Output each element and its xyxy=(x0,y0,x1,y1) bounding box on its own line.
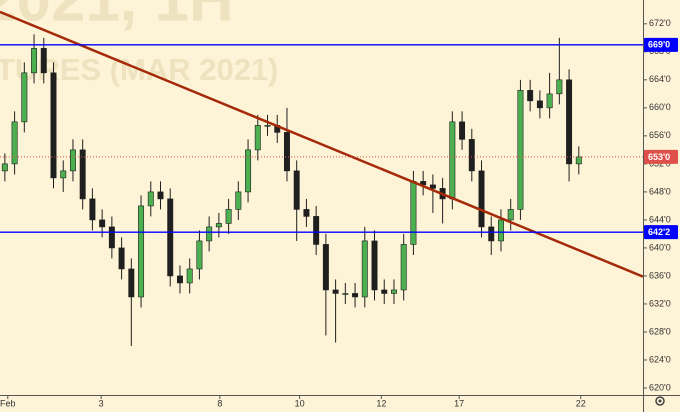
price-label-box xyxy=(644,225,678,240)
candle-body xyxy=(322,244,329,291)
candle-body xyxy=(138,205,145,298)
candle-body xyxy=(50,72,57,179)
candle-body xyxy=(488,226,495,242)
candle-body xyxy=(254,125,261,151)
candle-body xyxy=(449,121,456,200)
candle-body xyxy=(410,181,417,245)
price-label: 653'0 xyxy=(648,152,670,162)
x-tick-label: 10 xyxy=(295,398,305,408)
candle-body xyxy=(108,226,115,249)
y-tick-label: 624'0 xyxy=(649,354,671,364)
y-tick-label: 644'0 xyxy=(649,214,671,224)
candle-body xyxy=(1,163,8,172)
candle-body xyxy=(31,48,38,74)
y-tick-label: 672'0 xyxy=(649,18,671,28)
candle-body xyxy=(400,244,407,291)
candle-body xyxy=(536,100,543,109)
candle-body xyxy=(196,240,203,270)
x-tick-label: 8 xyxy=(217,398,222,408)
candle-body xyxy=(167,198,174,277)
candle-body xyxy=(371,240,378,291)
trend-line xyxy=(0,10,644,278)
y-tick-label: 620'0 xyxy=(649,382,671,392)
candle-body xyxy=(429,184,436,189)
plot-area xyxy=(0,10,644,346)
candle-body xyxy=(303,209,310,217)
candle-body xyxy=(507,209,514,221)
candle-body xyxy=(79,149,86,200)
candle-body xyxy=(157,191,164,200)
y-tick-label: 640'0 xyxy=(649,242,671,252)
candle-body xyxy=(390,289,397,294)
candle-body xyxy=(468,139,475,172)
price-label: 642'2 xyxy=(648,227,670,237)
candle-body xyxy=(342,293,349,295)
candle-body xyxy=(176,275,183,284)
candle-body xyxy=(293,170,300,210)
candle-body xyxy=(215,223,222,228)
y-tick-label: 656'0 xyxy=(649,130,671,140)
candle-body xyxy=(21,72,28,123)
x-tick-label: 12 xyxy=(376,398,386,408)
candle-body xyxy=(69,149,76,172)
y-tick-label: 660'0 xyxy=(649,102,671,112)
y-tick-label: 664'0 xyxy=(649,74,671,84)
candle-body xyxy=(60,170,67,179)
candle-body xyxy=(264,125,271,127)
candle-body xyxy=(575,156,582,165)
candle-body xyxy=(147,191,154,207)
candle-body xyxy=(332,289,339,294)
y-tick-label: 632'0 xyxy=(649,298,671,308)
price-label-box xyxy=(644,149,678,164)
candle-body xyxy=(478,170,485,228)
candle-body xyxy=(352,293,359,298)
candle-body xyxy=(313,216,320,245)
candle-body xyxy=(235,191,242,210)
y-tick-label: 648'0 xyxy=(649,186,671,196)
candle-body xyxy=(225,209,232,224)
candle-body xyxy=(40,48,47,74)
watermark: 2021, 1H xyxy=(0,0,234,34)
settings-icon[interactable] xyxy=(655,396,665,406)
candle-body xyxy=(89,198,96,221)
candle-body xyxy=(206,226,213,242)
candle-body xyxy=(283,132,290,172)
x-tick-label: 3 xyxy=(99,398,104,408)
x-tick-label: 22 xyxy=(576,398,586,408)
candle-body xyxy=(11,121,18,165)
candle-body xyxy=(361,240,368,298)
candle-body xyxy=(118,247,125,270)
candle-body xyxy=(566,79,573,165)
price-label-box xyxy=(644,37,678,52)
candle-body xyxy=(186,268,193,284)
candle-body xyxy=(245,149,252,193)
candle-body xyxy=(99,219,106,228)
candle-body xyxy=(498,219,504,242)
y-tick-label: 636'0 xyxy=(649,270,671,280)
candle-body xyxy=(546,93,553,109)
price-label: 669'0 xyxy=(648,40,670,50)
x-tick-label: Feb xyxy=(0,398,16,408)
candle-body xyxy=(381,289,388,294)
candle-body xyxy=(459,121,466,140)
candle-body xyxy=(556,79,563,95)
x-tick-label: 17 xyxy=(454,398,464,408)
candle-body xyxy=(517,90,524,210)
candle-body xyxy=(128,268,135,298)
y-tick-label: 628'0 xyxy=(649,326,671,336)
candle-body xyxy=(527,90,534,102)
